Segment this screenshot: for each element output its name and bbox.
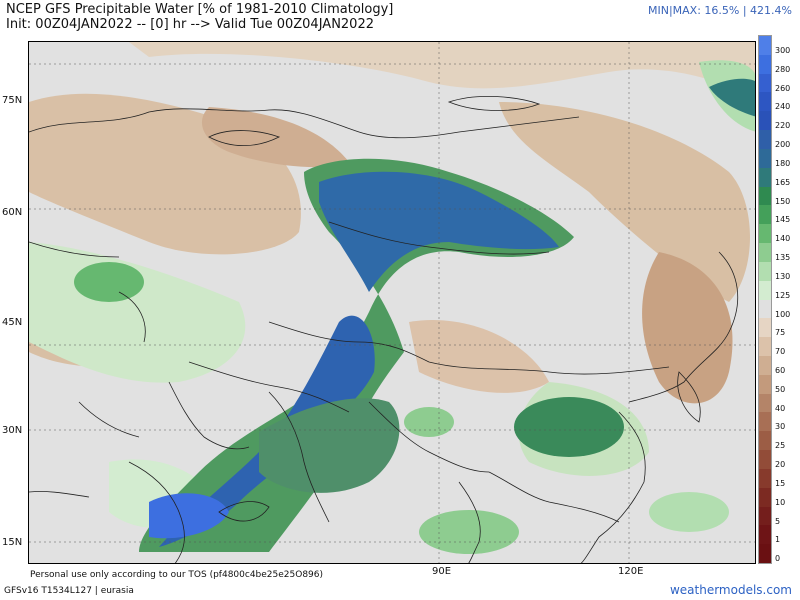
colorbar-label: 165	[775, 177, 791, 187]
colorbar-segment	[759, 374, 771, 395]
colorbar-label: 300	[775, 46, 791, 55]
map-subtitle: Init: 00Z04JAN2022 -- [0] hr --> Valid T…	[6, 17, 374, 32]
colorbar-label: 220	[775, 121, 791, 131]
colorbar-label: 180	[775, 158, 791, 168]
colorbar-segment	[759, 243, 771, 263]
lon-label-120e: 120E	[618, 566, 644, 577]
colorbar-label: 20	[775, 460, 786, 470]
colorbar-label: 70	[775, 347, 786, 357]
colorbar-label: 60	[775, 365, 786, 375]
minmax-readout: MIN|MAX: 16.5% | 421.4%	[647, 4, 792, 17]
colorbar-label: 0	[775, 554, 781, 564]
colorbar-label: 5	[775, 516, 781, 526]
colorbar-segment	[759, 299, 771, 319]
colorbar-segment	[759, 148, 771, 169]
colorbar-segment	[759, 261, 771, 282]
colorbar-label: 15	[775, 478, 786, 488]
lat-label-45n: 45N	[2, 317, 23, 328]
colorbar-label: 280	[775, 64, 791, 74]
map-title: NCEP GFS Precipitable Water [% of 1981-2…	[6, 2, 394, 17]
colorbar-segment	[759, 54, 771, 75]
colorbar-label: 260	[775, 83, 791, 93]
colorbar-label: 150	[775, 196, 791, 206]
colorbar-segment	[759, 355, 771, 376]
colorbar-label: 25	[775, 441, 786, 451]
colorbar-segment	[759, 92, 771, 112]
colorbar-label: 75	[775, 328, 786, 338]
colorbar-segment	[759, 167, 771, 188]
precip-water-field	[29, 42, 755, 563]
colorbar-segment	[759, 130, 771, 150]
colorbar-label: 40	[775, 403, 786, 413]
colorbar-segment	[759, 73, 771, 93]
colorbar	[758, 35, 772, 564]
colorbar-label: 125	[775, 290, 791, 300]
colorbar-segment	[759, 506, 771, 526]
colorbar-label: 30	[775, 422, 786, 432]
colorbar-segment	[759, 431, 771, 451]
map-panel	[28, 41, 756, 564]
colorbar-label: 140	[775, 234, 791, 244]
tos-notice: Personal use only according to our TOS (…	[30, 570, 324, 580]
colorbar-segment	[759, 36, 771, 56]
colorbar-segment	[759, 337, 771, 357]
colorbar-segment	[759, 544, 771, 564]
colorbar-segment	[759, 318, 771, 338]
lat-label-60n: 60N	[2, 207, 23, 218]
colorbar-segment	[759, 393, 771, 413]
site-link[interactable]: weathermodels.com	[669, 583, 792, 597]
colorbar-label: 135	[775, 253, 791, 263]
colorbar-segment	[759, 487, 771, 508]
colorbar-label: 50	[775, 384, 786, 394]
colorbar-segment	[759, 205, 771, 225]
colorbar-label: 130	[775, 271, 791, 281]
colorbar-segment	[759, 525, 771, 545]
colorbar-label: 10	[775, 497, 786, 507]
colorbar-segment	[759, 412, 771, 432]
lon-label-90e: 90E	[432, 566, 452, 577]
colorbar-segment	[759, 468, 771, 489]
colorbar-segment	[759, 186, 771, 206]
model-info: GFSv16 T1534L127 | eurasia	[4, 586, 134, 596]
colorbar-label: 1	[775, 535, 781, 545]
lat-label-30n: 30N	[2, 425, 23, 436]
colorbar-segment	[759, 111, 771, 131]
colorbar-label: 240	[775, 102, 791, 112]
colorbar-segment	[759, 280, 771, 300]
colorbar-label: 100	[775, 309, 791, 319]
colorbar-segment	[759, 224, 771, 244]
colorbar-label: 145	[775, 215, 791, 225]
lat-label-75n: 75N	[2, 95, 23, 106]
lat-label-15n: 15N	[2, 537, 23, 548]
colorbar-segment	[759, 450, 771, 470]
colorbar-label: 200	[775, 140, 791, 150]
